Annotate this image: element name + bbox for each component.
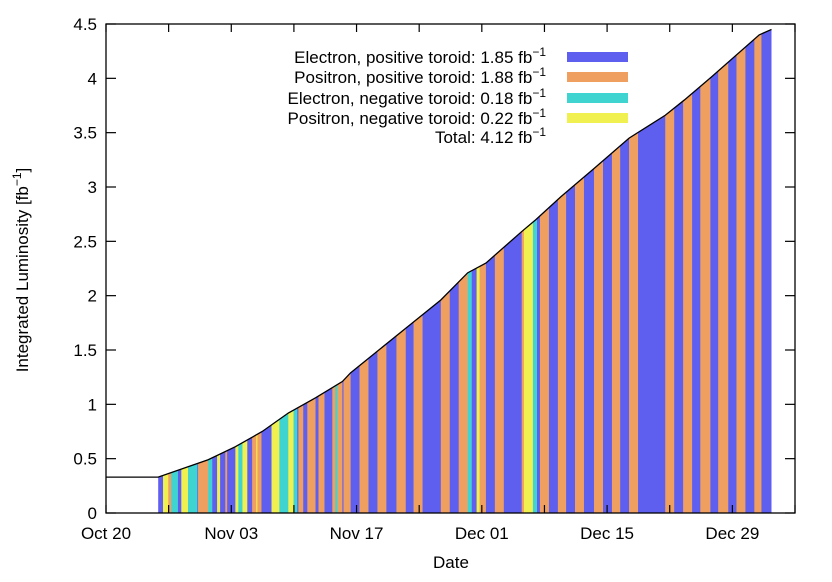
run-stripe-P- bbox=[235, 29, 239, 513]
x-tick-label: Dec 29 bbox=[705, 524, 759, 543]
plot-frame bbox=[105, 23, 796, 514]
legend-swatch-E+ bbox=[567, 52, 628, 62]
run-stripe-P+ bbox=[700, 29, 711, 513]
x-tick-label: Nov 03 bbox=[204, 524, 258, 543]
y-tick-label: 0 bbox=[88, 504, 97, 523]
run-stripe-P+ bbox=[539, 29, 550, 513]
run-stripe-E+ bbox=[602, 29, 613, 513]
run-stripe-P+ bbox=[168, 29, 172, 513]
run-stripe-P+ bbox=[479, 29, 487, 513]
run-stripe-E+ bbox=[638, 29, 666, 513]
run-stripe-E- bbox=[171, 29, 179, 513]
run-stripe-P+ bbox=[225, 29, 228, 513]
x-tick-label: Oct 20 bbox=[81, 524, 131, 543]
run-stripe-P+ bbox=[683, 29, 693, 513]
legend: Electron, positive toroid: 1.85 fb−1Posi… bbox=[288, 45, 628, 147]
run-stripe-E+ bbox=[620, 29, 630, 513]
run-stripe-E+ bbox=[227, 29, 236, 513]
run-stripe-E+ bbox=[674, 29, 684, 513]
legend-label-P-: Positron, negative toroid: 0.22 fb−1 bbox=[288, 106, 547, 128]
run-stripe-P+ bbox=[665, 29, 675, 513]
cumulative-luminosity-line bbox=[106, 28, 772, 478]
run-stripe-P- bbox=[217, 29, 221, 513]
run-stripe-E+ bbox=[710, 29, 719, 513]
x-tick-label: Dec 01 bbox=[455, 524, 509, 543]
run-stripe-E- bbox=[532, 29, 538, 513]
run-stripe-E+ bbox=[692, 29, 701, 513]
run-stripe-E- bbox=[238, 29, 243, 513]
y-tick-label: 3 bbox=[88, 178, 97, 197]
legend-label-E-: Electron, negative toroid: 0.18 fb−1 bbox=[288, 86, 547, 108]
y-tick-label: 1 bbox=[88, 395, 97, 414]
run-stripe-P+ bbox=[494, 29, 505, 513]
y-tick-label: 4.5 bbox=[73, 15, 97, 34]
run-stripe-P- bbox=[523, 29, 534, 513]
legend-swatch-P- bbox=[567, 113, 628, 123]
run-stripe-P+ bbox=[252, 29, 257, 513]
run-stripe-E+ bbox=[485, 29, 496, 513]
run-stripe-E+ bbox=[548, 29, 559, 513]
run-stripe-E+ bbox=[536, 29, 541, 513]
x-tick-labels: Oct 20 Nov 03 Nov 17 Dec 01 Dec 15 Dec 29 bbox=[81, 524, 759, 543]
run-stripe-E- bbox=[188, 29, 198, 513]
run-stripe-P+ bbox=[629, 29, 639, 513]
run-stripe-E- bbox=[208, 29, 213, 513]
x-tick-label: Nov 17 bbox=[330, 524, 384, 543]
y-axis-label: Integrated Luminosity [fb−1] bbox=[10, 168, 32, 373]
run-stripe-P+ bbox=[718, 29, 729, 513]
run-stripe-P- bbox=[476, 29, 480, 513]
axis-ticks bbox=[105, 23, 796, 514]
run-stripe-P+ bbox=[594, 29, 604, 513]
run-stripe-E+ bbox=[761, 29, 772, 513]
x-axis-label: Date bbox=[433, 553, 469, 572]
run-stripe-E+ bbox=[728, 29, 737, 513]
run-stripe-E+ bbox=[471, 29, 477, 513]
run-stripe-P- bbox=[181, 29, 189, 513]
y-tick-label: 4 bbox=[88, 69, 97, 88]
legend-swatch-P+ bbox=[567, 72, 628, 82]
run-stripe-P+ bbox=[611, 29, 621, 513]
legend-label-E+: Electron, positive toroid: 1.85 fb−1 bbox=[294, 45, 546, 67]
run-stripe-P+ bbox=[257, 29, 262, 513]
y-tick-labels: 0 0.5 1 1.5 2 2.5 3 3.5 4 4.5 bbox=[73, 15, 97, 523]
x-tick-label: Dec 15 bbox=[580, 524, 634, 543]
run-stripe-E+ bbox=[583, 29, 595, 513]
run-stripe-P+ bbox=[198, 29, 209, 513]
run-stripe-P- bbox=[163, 29, 169, 513]
run-stripe-P+ bbox=[736, 29, 746, 513]
run-stripe-P+ bbox=[575, 29, 585, 513]
y-tick-label: 2 bbox=[88, 287, 97, 306]
run-stripe-E+ bbox=[177, 29, 182, 513]
y-tick-label: 2.5 bbox=[73, 232, 97, 251]
run-stripe-P- bbox=[271, 29, 280, 513]
run-stripe-P+ bbox=[521, 29, 525, 513]
y-tick-label: 0.5 bbox=[73, 450, 97, 469]
legend-swatch-E- bbox=[567, 93, 628, 103]
legend-label-P+: Positron, positive toroid: 1.88 fb−1 bbox=[294, 65, 546, 87]
run-stripe-E+ bbox=[566, 29, 576, 513]
run-stripe-P+ bbox=[557, 29, 567, 513]
legend-label-total: Total: 4.12 fb−1 bbox=[435, 125, 546, 147]
run-stripe-E+ bbox=[212, 29, 218, 513]
y-tick-label: 3.5 bbox=[73, 124, 97, 143]
run-stripe-P+ bbox=[754, 29, 762, 513]
run-stripe-E+ bbox=[197, 29, 199, 513]
y-tick-label: 1.5 bbox=[73, 341, 97, 360]
run-stripe-E+ bbox=[158, 29, 164, 513]
run-stripe-E+ bbox=[261, 29, 272, 513]
run-stripe-E+ bbox=[220, 29, 226, 513]
run-stripe-E+ bbox=[745, 29, 755, 513]
